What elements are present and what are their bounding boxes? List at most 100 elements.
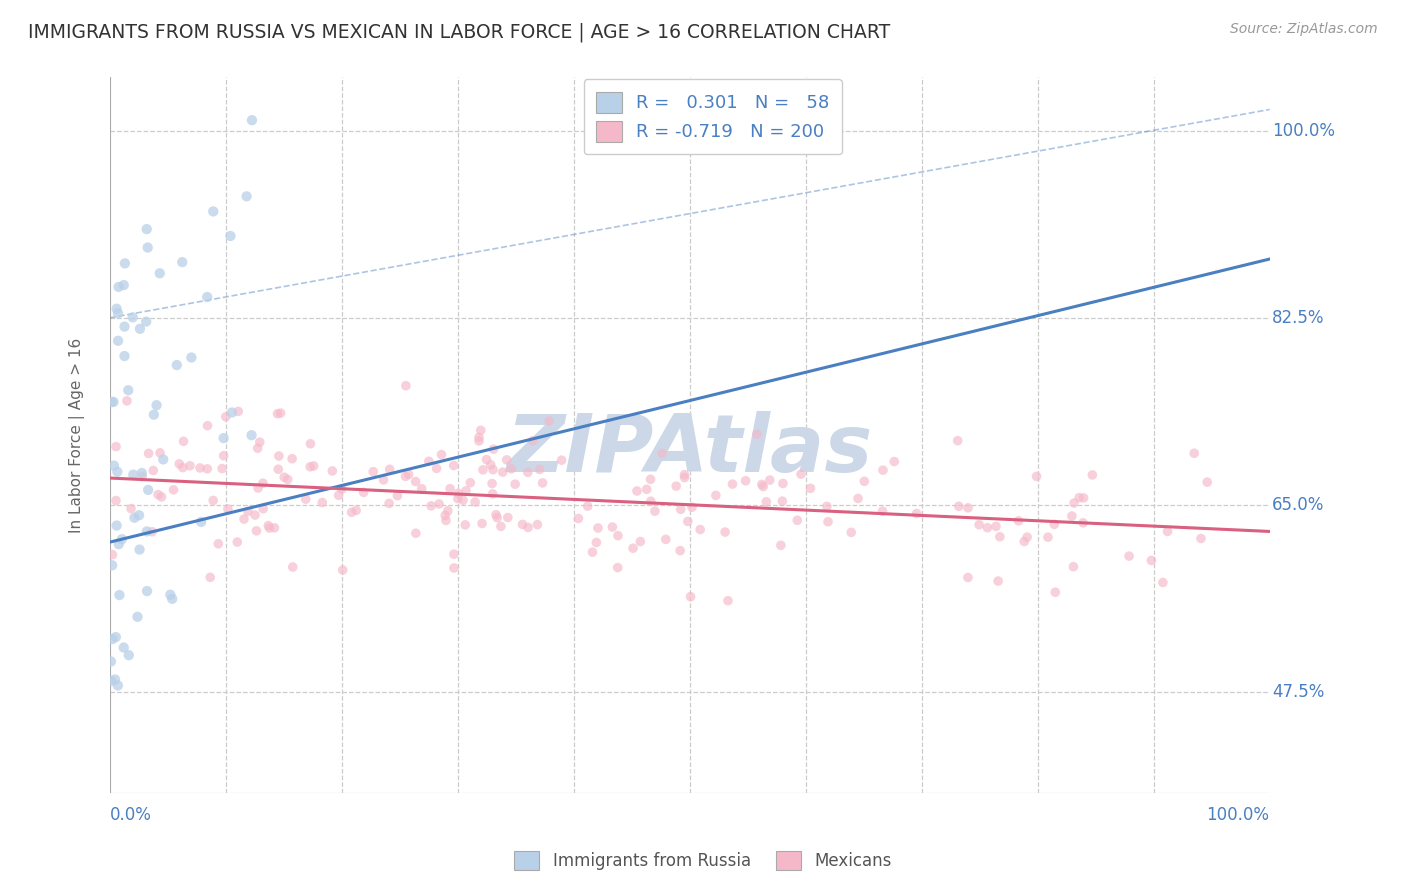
Point (1017, 530, 1039, 544)
Point (114, 349, 136, 363)
Point (479, 458, 502, 472)
Point (1071, 516, 1094, 530)
Legend: Immigrants from Russia, Mexicans: Immigrants from Russia, Mexicans (508, 844, 898, 877)
Point (332, 563, 354, 577)
Point (481, 487, 503, 501)
Point (799, 481, 821, 495)
Point (405, 475, 427, 489)
Point (1063, 496, 1085, 510)
Point (1182, 446, 1205, 460)
Point (330, 482, 353, 496)
Point (212, 449, 235, 463)
Point (447, 486, 470, 500)
Point (112, 278, 135, 293)
Point (172, 255, 194, 269)
Point (460, 475, 482, 490)
Point (217, 502, 239, 516)
Point (872, 504, 894, 518)
Point (626, 483, 648, 498)
Point (956, 570, 979, 584)
Point (195, 462, 218, 476)
Point (266, 407, 288, 421)
Point (437, 504, 460, 518)
Text: 65.0%: 65.0% (1272, 496, 1324, 514)
Point (468, 430, 491, 444)
Point (226, 535, 249, 549)
Point (252, 476, 274, 491)
Point (299, 459, 322, 474)
Point (103, 395, 125, 409)
Point (745, 427, 768, 442)
Point (160, 591, 183, 606)
Point (1045, 585, 1067, 599)
Point (485, 508, 508, 522)
Point (101, 548, 124, 562)
Text: ZIPAtlas: ZIPAtlas (506, 410, 873, 489)
Point (100, 655, 122, 669)
Text: 100.0%: 100.0% (1272, 122, 1334, 140)
Point (103, 458, 125, 473)
Point (503, 477, 526, 491)
Point (512, 517, 534, 532)
Point (105, 493, 128, 508)
Point (883, 454, 905, 468)
Point (585, 535, 607, 549)
Point (454, 517, 477, 532)
Point (118, 648, 141, 663)
Point (259, 521, 281, 535)
Point (976, 521, 998, 535)
Point (531, 475, 554, 490)
Point (957, 500, 980, 515)
Point (105, 465, 128, 479)
Point (1012, 534, 1035, 549)
Point (245, 524, 267, 538)
Point (159, 588, 181, 602)
Point (714, 524, 737, 539)
Point (482, 442, 505, 457)
Point (669, 543, 692, 558)
Point (704, 488, 727, 502)
Point (136, 240, 159, 254)
Point (1036, 530, 1059, 544)
Point (621, 541, 644, 556)
Point (179, 458, 201, 473)
Point (443, 458, 465, 473)
Point (131, 469, 153, 483)
Point (149, 266, 172, 280)
Text: 100.0%: 100.0% (1206, 806, 1270, 824)
Point (475, 452, 498, 467)
Point (249, 435, 271, 450)
Point (905, 507, 928, 521)
Point (846, 491, 869, 506)
Point (173, 434, 195, 449)
Point (1007, 514, 1029, 528)
Point (299, 436, 322, 450)
Point (211, 461, 233, 475)
Point (145, 398, 167, 412)
Point (112, 640, 135, 655)
Point (321, 464, 343, 478)
Point (202, 493, 225, 508)
Point (100, 673, 122, 688)
Point (114, 256, 136, 270)
Point (146, 487, 169, 501)
Point (434, 508, 457, 523)
Point (496, 510, 519, 524)
Point (150, 490, 173, 504)
Text: Source: ZipAtlas.com: Source: ZipAtlas.com (1230, 22, 1378, 37)
Point (486, 510, 509, 524)
Point (166, 358, 188, 372)
Point (105, 440, 128, 454)
Point (447, 491, 470, 506)
Point (394, 469, 416, 483)
Point (138, 446, 160, 460)
Point (101, 558, 124, 573)
Point (128, 542, 150, 557)
Point (786, 513, 808, 527)
Point (363, 465, 385, 479)
Point (681, 500, 703, 515)
Point (489, 519, 512, 533)
Point (1152, 575, 1174, 590)
Point (839, 525, 862, 540)
Point (1062, 559, 1084, 574)
